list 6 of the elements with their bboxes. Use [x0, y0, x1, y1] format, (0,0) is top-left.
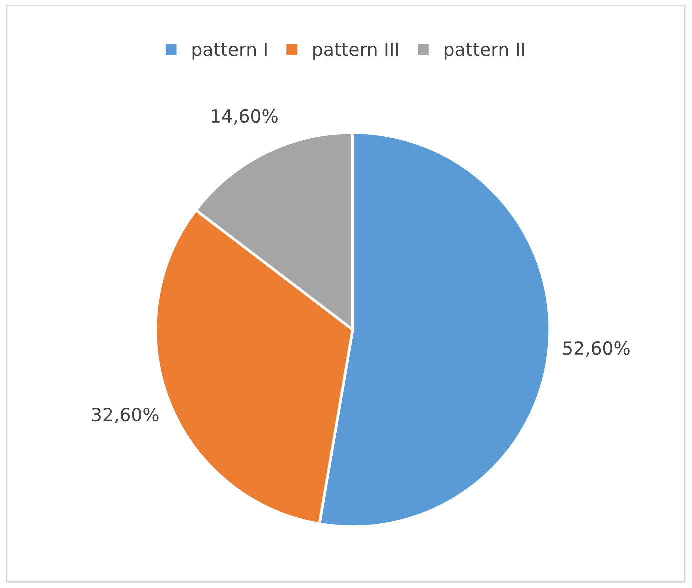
data-label: 52,60% — [563, 342, 630, 358]
legend-label: pattern II — [444, 42, 524, 60]
legend-label: pattern III — [314, 42, 398, 60]
data-label: 14,60% — [212, 109, 278, 125]
data-label: 32,60% — [92, 408, 159, 424]
legend-label: pattern I — [192, 42, 267, 60]
